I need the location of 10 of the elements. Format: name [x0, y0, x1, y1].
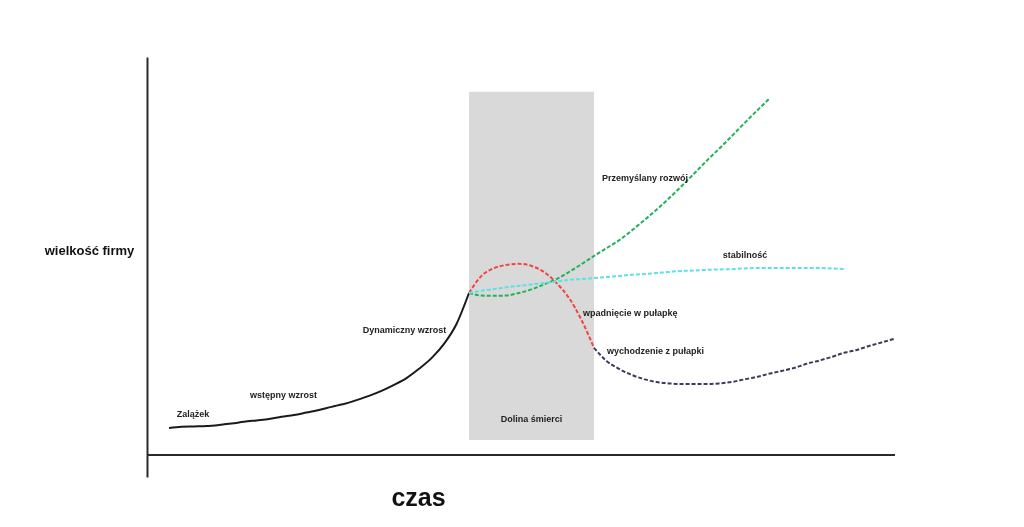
series-label: wychodzenie z pułapki — [606, 345, 705, 356]
series-label: stabilność — [722, 250, 768, 261]
series-label: wpadnięcie w pułapkę — [582, 307, 678, 318]
series-label: Zalążek — [176, 409, 211, 420]
series-label: wstępny wzrost — [248, 389, 318, 400]
series-label: Przemyślany rozwój — [601, 173, 689, 184]
annotation: Dolina śmierci — [500, 414, 563, 425]
x-axis-title: czas — [391, 482, 446, 511]
series-label: Dynamiczny wzrost — [362, 325, 447, 336]
y-axis-title: wielkość firmy — [43, 242, 136, 258]
